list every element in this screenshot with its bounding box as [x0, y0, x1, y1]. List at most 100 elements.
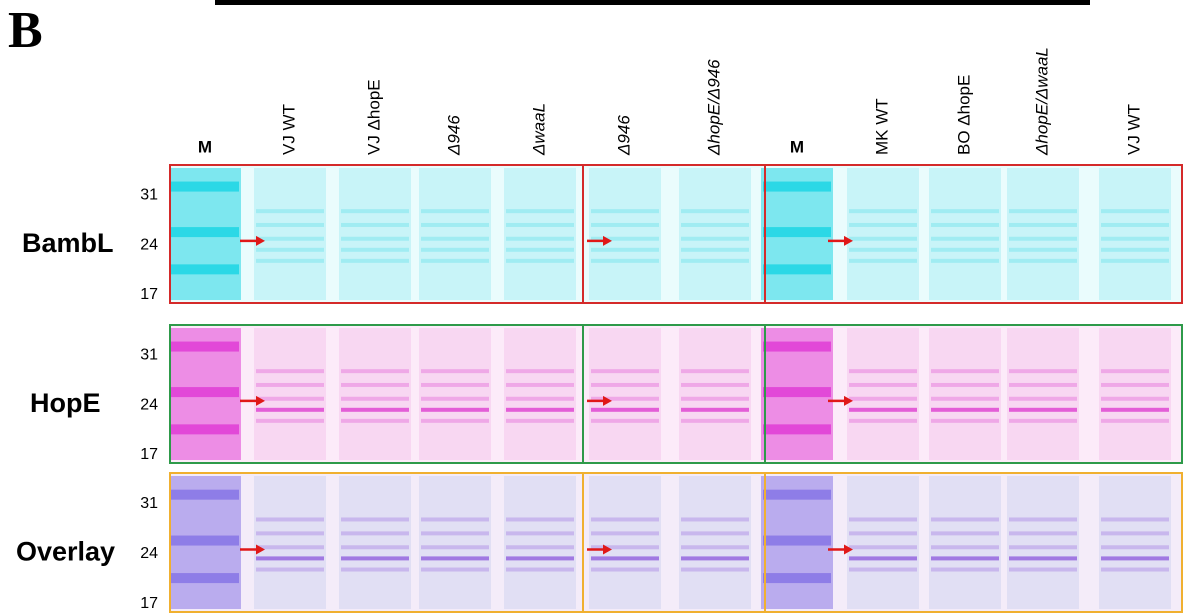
gel-band — [849, 517, 917, 521]
gel-band — [171, 536, 239, 546]
lane-label: ΔhopE/ΔwaaL — [1032, 47, 1051, 156]
gel-band — [256, 556, 324, 560]
gel-band — [931, 408, 999, 412]
gel-band — [421, 248, 489, 252]
mw-marker: 24 — [140, 396, 158, 413]
gel-band — [256, 545, 324, 549]
gel-band — [1101, 568, 1169, 572]
gel-band — [421, 383, 489, 387]
gel-band — [1009, 248, 1077, 252]
gel-band — [931, 556, 999, 560]
gel-band — [421, 369, 489, 373]
gel-band — [421, 568, 489, 572]
gel-lane — [254, 476, 326, 609]
gel-band — [849, 397, 917, 401]
lane-label: M — [790, 137, 804, 156]
gel-band — [256, 517, 324, 521]
gel-band — [849, 237, 917, 241]
gel-band — [931, 209, 999, 213]
gel-band — [421, 237, 489, 241]
gel-band — [681, 248, 749, 252]
gel-lane — [929, 476, 1001, 609]
gel-band — [681, 408, 749, 412]
gel-band — [591, 369, 659, 373]
gel-band — [591, 517, 659, 521]
gel-band — [1009, 397, 1077, 401]
gel-lane — [419, 328, 491, 460]
gel-band — [256, 419, 324, 423]
gel-band — [849, 209, 917, 213]
gel-band — [1101, 397, 1169, 401]
gel-band — [171, 573, 239, 583]
gel-band — [1101, 556, 1169, 560]
gel-band — [256, 408, 324, 412]
gel-lane — [419, 476, 491, 609]
gel-band — [421, 556, 489, 560]
gel-band — [421, 531, 489, 535]
gel-band — [681, 531, 749, 535]
gel-band — [171, 342, 239, 352]
gel-band — [341, 248, 409, 252]
gel-band — [256, 237, 324, 241]
gel-lane — [589, 328, 661, 460]
lane-label: BO ΔhopE — [954, 75, 973, 155]
gel-band — [1009, 556, 1077, 560]
gel-band — [341, 223, 409, 227]
gel-band — [591, 408, 659, 412]
gel-band — [763, 490, 831, 500]
gel-band — [931, 248, 999, 252]
mw-marker: 31 — [140, 495, 158, 512]
gel-band — [506, 556, 574, 560]
gel-band — [1101, 209, 1169, 213]
gel-band — [256, 223, 324, 227]
gel-band — [1101, 223, 1169, 227]
gel-band — [681, 237, 749, 241]
gel-band — [763, 424, 831, 434]
gel-band — [763, 387, 831, 397]
mw-marker: 24 — [140, 545, 158, 562]
gel-band — [681, 568, 749, 572]
gel-band — [506, 237, 574, 241]
gel-band — [506, 369, 574, 373]
lane-label: Δ946 — [444, 115, 463, 156]
row-label: BambL — [22, 228, 114, 258]
gel-lane — [1007, 476, 1079, 609]
gel-lane — [254, 328, 326, 460]
gel-band — [506, 223, 574, 227]
gel-band — [421, 408, 489, 412]
gel-band — [256, 259, 324, 263]
gel-band — [506, 259, 574, 263]
mw-marker: 31 — [140, 347, 158, 364]
gel-band — [256, 531, 324, 535]
gel-band — [1009, 517, 1077, 521]
gel-band — [931, 531, 999, 535]
gel-band — [421, 223, 489, 227]
figure: B MVJ WTVJ ΔhopEΔ946ΔwaaLΔ946ΔhopE/Δ946M… — [0, 0, 1185, 614]
lane-label: M — [198, 137, 212, 156]
gel-band — [681, 223, 749, 227]
gel-band — [171, 490, 239, 500]
gel-band — [341, 397, 409, 401]
gel-band — [1101, 259, 1169, 263]
gel-lane — [1099, 328, 1171, 460]
gel-lane — [679, 476, 751, 609]
mw-marker: 17 — [140, 446, 158, 463]
gel-lane — [339, 328, 411, 460]
gel-band — [591, 259, 659, 263]
gel-band — [341, 369, 409, 373]
gel-band — [171, 387, 239, 397]
gel-band — [256, 383, 324, 387]
gel-band — [849, 369, 917, 373]
gel-band — [256, 209, 324, 213]
gel-band — [506, 248, 574, 252]
gel-band — [171, 264, 239, 274]
gel-band — [256, 397, 324, 401]
gel-band — [681, 383, 749, 387]
gel-lane — [929, 328, 1001, 460]
gel-band — [681, 369, 749, 373]
gel-band — [506, 419, 574, 423]
gel-band — [849, 531, 917, 535]
gel-band — [849, 223, 917, 227]
gel-band — [1101, 531, 1169, 535]
gel-band — [763, 227, 831, 237]
